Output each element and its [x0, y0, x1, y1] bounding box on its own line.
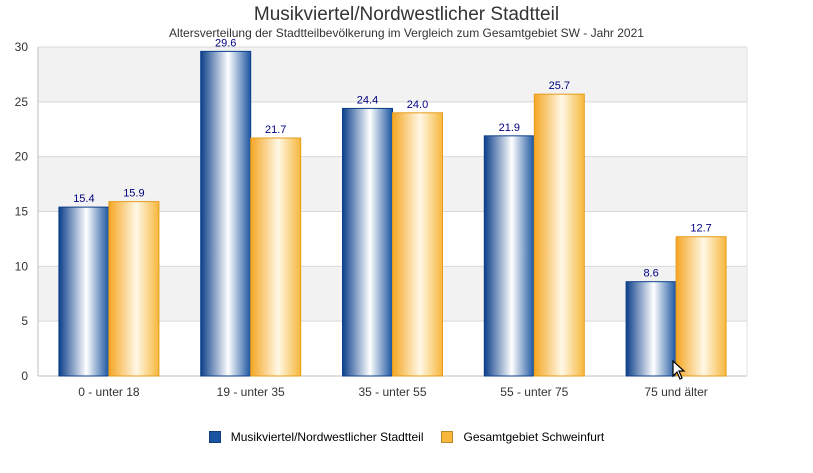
bar-chart: 0 5 10 15 20 25 30 15.4 15.9 29.6 21.7 24.4 24.0 21.… — [15, 37, 748, 399]
legend-label: Musikviertel/Nordwestlicher Stadtteil — [230, 430, 424, 444]
data-label: 24.0 — [407, 99, 428, 111]
data-label: 29.6 — [215, 37, 236, 49]
x-axis-ticks: 0 - unter 18 19 - unter 35 35 - unter 55 55… — [78, 385, 708, 399]
bar — [483, 135, 535, 377]
bar — [250, 137, 302, 377]
data-label: 15.4 — [73, 193, 94, 205]
bar — [108, 201, 160, 377]
data-label: 21.7 — [265, 124, 286, 136]
data-label: 8.6 — [643, 268, 658, 280]
bar — [200, 50, 252, 377]
x-tick-label: 75 und älter — [644, 385, 707, 399]
bar — [392, 112, 443, 377]
mouse-pointer-icon — [672, 360, 686, 380]
legend-item-series-2[interactable]: Gesamtgebiet Schweinfurt — [441, 430, 604, 444]
y-tick-label: 20 — [15, 150, 29, 164]
grid-band — [38, 47, 747, 102]
x-tick-label: 55 - unter 75 — [500, 385, 568, 399]
legend-swatch — [441, 431, 454, 443]
bar — [675, 236, 727, 377]
y-tick-label: 15 — [15, 205, 29, 219]
y-tick-label: 10 — [15, 259, 29, 273]
bar — [625, 281, 677, 377]
bar — [58, 206, 110, 377]
bar — [342, 107, 393, 377]
data-label: 25.7 — [549, 80, 570, 92]
y-tick-label: 5 — [21, 314, 28, 328]
y-axis-ticks: 0 5 10 15 20 25 30 — [15, 40, 29, 383]
data-label: 24.4 — [357, 94, 378, 106]
x-tick-label: 0 - unter 18 — [78, 385, 140, 399]
y-tick-label: 25 — [15, 95, 29, 109]
legend-item-series-1[interactable]: Musikviertel/Nordwestlicher Stadtteil — [208, 430, 424, 444]
data-labels: 15.4 15.9 29.6 21.7 24.4 24.0 21.9 25.7 8.6 12.7 — [73, 37, 712, 279]
legend-swatch — [208, 431, 221, 443]
x-tick-label: 35 - unter 55 — [358, 385, 426, 399]
legend: Musikviertel/Nordwestlicher Stadtteil Ge… — [0, 430, 813, 444]
y-tick-label: 30 — [15, 40, 29, 54]
y-tick-label: 0 — [21, 369, 28, 383]
x-tick-label: 19 - unter 35 — [217, 385, 285, 399]
bars — [58, 50, 727, 377]
data-label: 21.9 — [499, 122, 520, 134]
data-label: 12.7 — [690, 223, 711, 235]
data-label: 15.9 — [123, 188, 144, 200]
chart-title: Musikviertel/Nordwestlicher Stadtteil — [253, 4, 560, 25]
bar — [533, 93, 585, 377]
chart-subtitle: Altersverteilung der Stadtteilbevölkerun… — [169, 26, 644, 40]
legend-label: Gesamtgebiet Schweinfurt — [463, 430, 605, 444]
